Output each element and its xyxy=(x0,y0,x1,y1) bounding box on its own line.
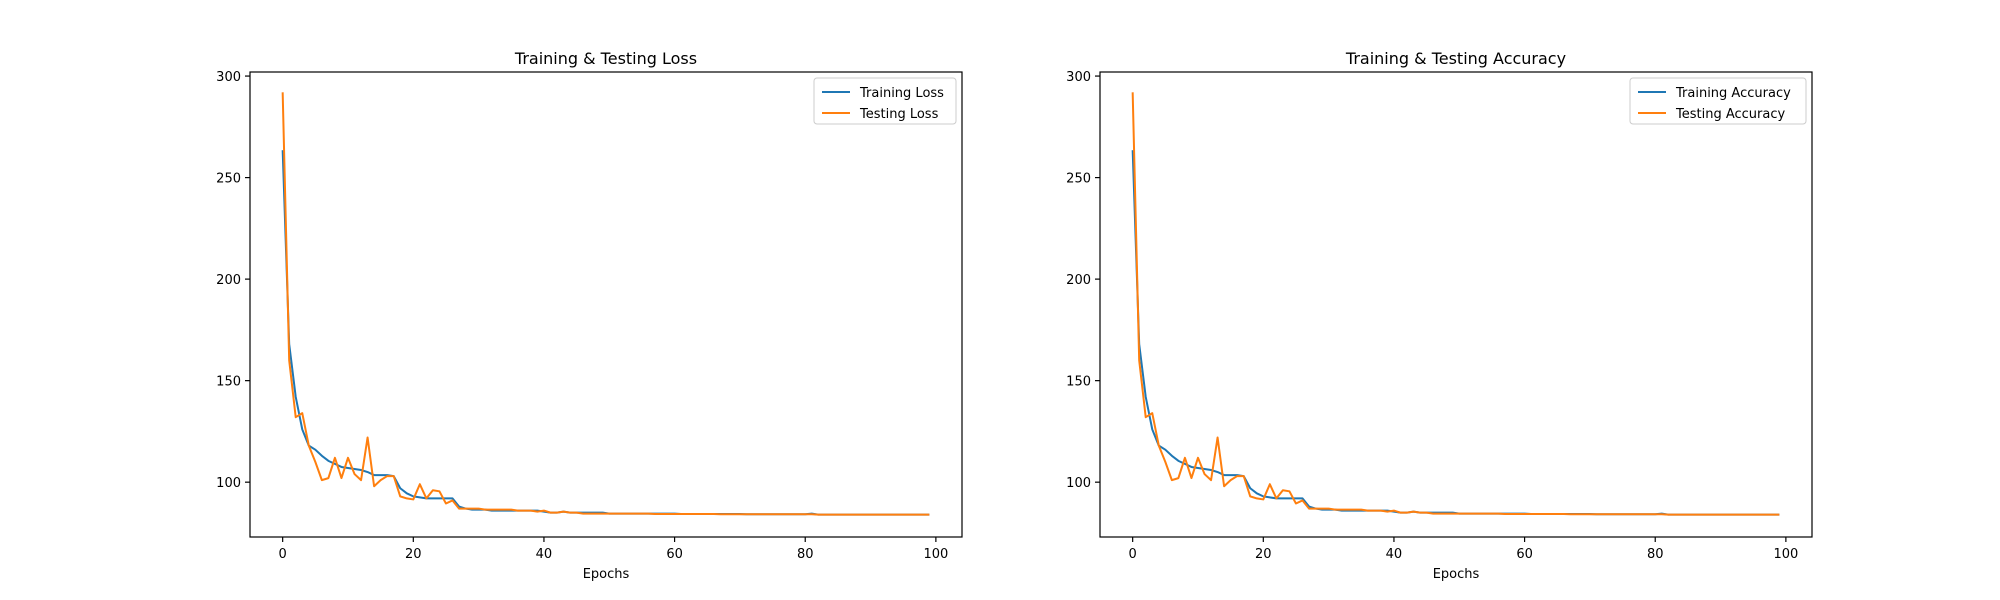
y-tick-label: 250 xyxy=(216,172,241,187)
y-tick-label: 150 xyxy=(216,375,241,390)
chart-accuracy: 0 20 40 60 80 100 100 150 200 250 300 Training & Te… xyxy=(1066,49,1813,582)
chart-loss: 0 20 40 60 80 100 100 150 200 250 300 Training & Te… xyxy=(216,49,963,582)
y-tick-label: 300 xyxy=(216,70,241,85)
legend-label: Testing Loss xyxy=(859,107,939,122)
chart-title: Training & Testing Accuracy xyxy=(1345,49,1566,68)
legend: Training Accuracy Testing Accuracy xyxy=(1629,77,1807,125)
axes-frame xyxy=(1099,71,1813,538)
legend-label: Training Accuracy xyxy=(1675,86,1791,101)
y-tick-label: 100 xyxy=(1066,476,1091,491)
y-tick-label: 200 xyxy=(1066,273,1091,288)
axes-frame xyxy=(249,71,963,538)
x-tick-label: 0 xyxy=(1129,547,1137,562)
legend: Training Loss Testing Loss xyxy=(813,77,957,125)
x-tick-label: 20 xyxy=(1255,547,1272,562)
legend-label: Training Loss xyxy=(859,86,944,101)
y-tick-label: 250 xyxy=(1066,172,1091,187)
y-tick-label: 300 xyxy=(1066,70,1091,85)
x-tick-label: 80 xyxy=(797,547,814,562)
y-tick-label: 200 xyxy=(216,273,241,288)
series-line-testing-loss xyxy=(281,92,930,516)
x-tick-label: 0 xyxy=(279,547,287,562)
x-tick-label: 60 xyxy=(1516,547,1533,562)
x-axis-label: Epochs xyxy=(583,567,630,582)
x-tick-label: 80 xyxy=(1647,547,1664,562)
y-tick-label: 100 xyxy=(216,476,241,491)
x-tick-label: 100 xyxy=(923,547,948,562)
x-tick-label: 100 xyxy=(1773,547,1798,562)
x-tick-label: 40 xyxy=(1386,547,1403,562)
x-tick-label: 60 xyxy=(666,547,683,562)
y-tick-label: 150 xyxy=(1066,375,1091,390)
plot-area xyxy=(250,72,962,537)
x-axis-label: Epochs xyxy=(1433,567,1480,582)
x-tick-label: 40 xyxy=(536,547,553,562)
x-tick-label: 20 xyxy=(405,547,422,562)
plot-area xyxy=(1100,72,1812,537)
chart-title: Training & Testing Loss xyxy=(514,49,697,68)
legend-label: Testing Accuracy xyxy=(1675,107,1785,122)
series-line-testing-accuracy xyxy=(1131,92,1780,516)
legend-box xyxy=(1629,77,1807,125)
